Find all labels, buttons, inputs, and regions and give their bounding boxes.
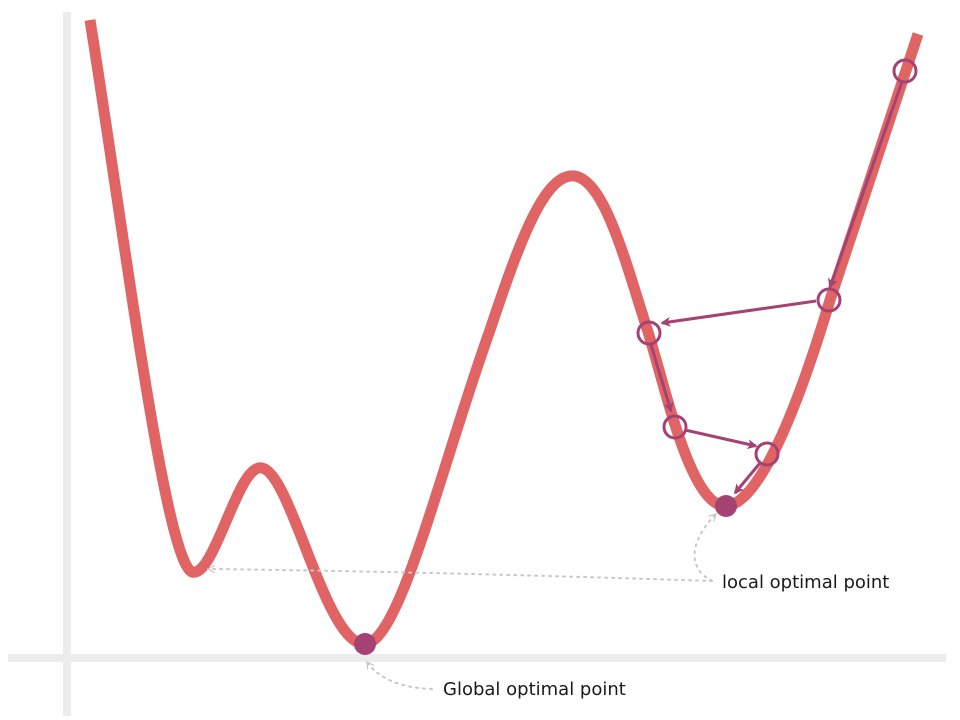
step-arrow-2 bbox=[660, 299, 817, 327]
local-minimum-point bbox=[715, 495, 737, 517]
local-optimal-label: local optimal point bbox=[722, 572, 889, 593]
step-arrow-5 bbox=[733, 462, 762, 495]
global-minimum-point bbox=[354, 633, 376, 655]
local-minimum-leader-right bbox=[693, 513, 717, 582]
step-arrow-1 bbox=[828, 81, 904, 289]
global-optimal-label: Global optimal point bbox=[443, 679, 626, 700]
step-point-4 bbox=[662, 414, 688, 440]
local-minimum-leader-left bbox=[206, 564, 713, 582]
step-point-2 bbox=[816, 287, 842, 313]
global-minimum-leader bbox=[366, 660, 433, 690]
step-arrow-4 bbox=[684, 428, 758, 450]
step-point-1 bbox=[892, 58, 918, 84]
loss-curve bbox=[84, 19, 924, 650]
step-arrow-3 bbox=[649, 344, 674, 413]
step-point-5 bbox=[754, 441, 780, 467]
step-point-3 bbox=[636, 320, 662, 346]
